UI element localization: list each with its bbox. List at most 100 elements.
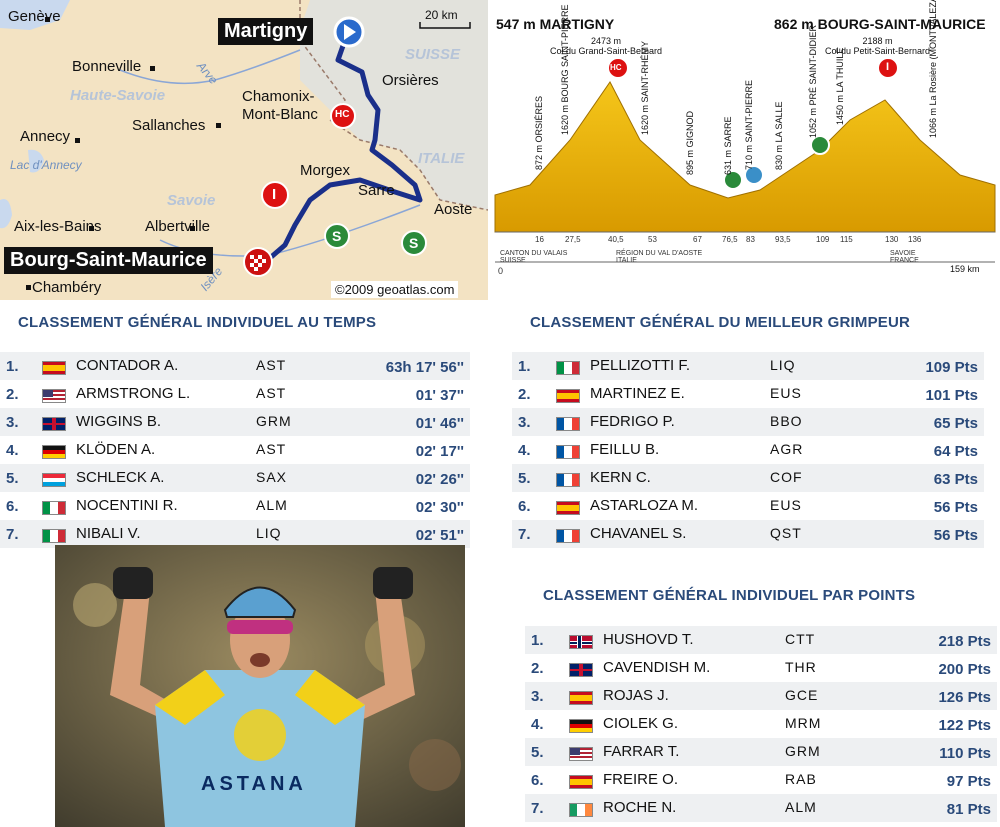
hc-badge-map bbox=[330, 103, 356, 129]
flag-icon bbox=[569, 775, 593, 789]
rank-cell: 7. bbox=[531, 800, 544, 817]
right-glove bbox=[373, 567, 413, 599]
city-chamonix: Chamonix- Mont-Blanc bbox=[242, 88, 318, 123]
flag-icon bbox=[42, 473, 66, 487]
rank-cell: 6. bbox=[6, 498, 19, 515]
team-cell: ALM bbox=[256, 497, 288, 513]
city-sarre: Sarre bbox=[358, 182, 395, 199]
border-label-savoie: SAVOIE FRANCE bbox=[890, 250, 919, 264]
rider-name-cell: NOCENTINI R. bbox=[76, 497, 178, 514]
team-cell: BBO bbox=[770, 413, 803, 429]
table-row: 5. KERN C. COF 63 Pts bbox=[512, 464, 984, 492]
value-cell: 110 Pts bbox=[939, 745, 991, 762]
jersey-text: ASTANA bbox=[201, 773, 307, 795]
cat1-badge-profile-label: I bbox=[886, 61, 890, 73]
sprint-badge-map-2 bbox=[401, 230, 427, 256]
table-row: 4. KLÖDEN A. AST 02' 17'' bbox=[0, 436, 470, 464]
table-row: 3. FEDRIGO P. BBO 65 Pts bbox=[512, 408, 984, 436]
value-cell: 56 Pts bbox=[933, 499, 978, 516]
city-chambery: Chambéry bbox=[32, 279, 102, 296]
rank-cell: 2. bbox=[6, 386, 19, 403]
km-mark: 83 bbox=[746, 235, 755, 244]
rider-name-cell: CAVENDISH M. bbox=[603, 659, 711, 676]
value-cell: 63 Pts bbox=[933, 471, 978, 488]
km-mark: 16 bbox=[535, 235, 544, 244]
value-cell: 02' 51'' bbox=[415, 527, 464, 544]
sprint-badge-profile-1 bbox=[723, 170, 743, 190]
team-cell: COF bbox=[770, 469, 803, 485]
km-mark: 130 bbox=[885, 235, 899, 244]
stage-map: 20 km Martigny Bourg-Saint-Maurice Genèv… bbox=[0, 0, 488, 300]
value-cell: 101 Pts bbox=[925, 387, 978, 404]
profile-point-10: 1066 m La Rosière (MONTVALEZAN) bbox=[928, 0, 938, 138]
team-cell: AGR bbox=[770, 441, 804, 457]
rank-cell: 7. bbox=[518, 526, 531, 543]
winner-photo: ASTANA bbox=[55, 545, 465, 827]
rider-name-cell: FEILLU B. bbox=[590, 441, 660, 458]
flag-icon bbox=[556, 473, 580, 487]
profile-point-8: 1052 m PRÉ SAINT-DIDIER bbox=[808, 24, 818, 138]
rider-name-cell: KERN C. bbox=[590, 469, 651, 486]
lake-bourget bbox=[0, 199, 12, 229]
gc-table: 1. CONTADOR A. AST 63h 17' 56'' 2. ARMSTRONG … bbox=[0, 352, 470, 548]
team-cell: LIQ bbox=[770, 357, 796, 373]
flag-icon bbox=[556, 445, 580, 459]
points-table: 1. HUSHOVD T. CTT 218 Pts 2. CAVENDISH M. THR 2… bbox=[525, 626, 997, 822]
map-finish-city: Bourg-Saint-Maurice bbox=[4, 247, 213, 274]
city-orsieres: Orsières bbox=[382, 72, 439, 89]
value-cell: 200 Pts bbox=[938, 661, 991, 678]
rank-cell: 7. bbox=[6, 526, 19, 543]
jersey-emblem bbox=[234, 709, 286, 761]
value-cell: 122 Pts bbox=[938, 717, 991, 734]
profile-point-2: 1620 m BOURG SAINT-PIERRE bbox=[560, 4, 570, 135]
city-morgex: Morgex bbox=[300, 162, 351, 179]
rank-cell: 6. bbox=[518, 498, 531, 515]
map-graphics bbox=[0, 0, 488, 290]
table-row: 4. CIOLEK G. MRM 122 Pts bbox=[525, 710, 997, 738]
flag-icon bbox=[556, 529, 580, 543]
team-cell: GCE bbox=[785, 687, 819, 703]
border-label-aoste: RÉGION DU VAL D'AOSTE ITALIE bbox=[616, 250, 703, 264]
sprint-map-label-2: S bbox=[409, 235, 419, 251]
hc-badge-profile-label: HC bbox=[610, 63, 622, 72]
sunglasses bbox=[227, 620, 293, 634]
city-albertville: Albertville bbox=[145, 218, 211, 235]
rank-cell: 2. bbox=[531, 660, 544, 677]
flag-icon bbox=[42, 445, 66, 459]
flag-icon bbox=[42, 361, 66, 375]
team-cell: THR bbox=[785, 659, 817, 675]
rank-cell: 5. bbox=[6, 470, 19, 487]
table-row: 2. ARMSTRONG L. AST 01' 37'' bbox=[0, 380, 470, 408]
flag-icon bbox=[556, 501, 580, 515]
table-row: 4. FEILLU B. AGR 64 Pts bbox=[512, 436, 984, 464]
rider-name-cell: KLÖDEN A. bbox=[76, 441, 156, 458]
profile-point-7: 830 m LA SALLE bbox=[774, 101, 784, 170]
rank-cell: 1. bbox=[531, 632, 544, 649]
km-mark: 115 bbox=[840, 235, 853, 244]
hc-badge-map-label: HC bbox=[335, 109, 350, 120]
value-cell: 218 Pts bbox=[938, 633, 991, 650]
profile-point-3: 1620 m SAINT-RHÉMY bbox=[640, 40, 650, 135]
left-arm bbox=[110, 590, 175, 720]
flag-icon bbox=[556, 361, 580, 375]
flag-icon bbox=[42, 417, 66, 431]
kom-title: CLASSEMENT GÉNÉRAL DU MEILLEUR GRIMPEUR bbox=[530, 314, 911, 331]
rider-name-cell: ROJAS J. bbox=[603, 687, 669, 704]
value-cell: 109 Pts bbox=[925, 359, 978, 376]
team-cell: AST bbox=[256, 441, 287, 457]
value-cell: 01' 37'' bbox=[415, 387, 464, 404]
rider-name-cell: SCHLECK A. bbox=[76, 469, 165, 486]
rider-name-cell: HUSHOVD T. bbox=[603, 631, 694, 648]
cat1-badge-profile bbox=[877, 57, 899, 79]
km-mark: 53 bbox=[648, 235, 657, 244]
flag-icon bbox=[569, 635, 593, 649]
flag-icon bbox=[569, 719, 593, 733]
helmet bbox=[223, 586, 297, 618]
cat1-badge-map bbox=[261, 181, 289, 209]
team-cell: MRM bbox=[785, 715, 822, 731]
table-row: 3. ROJAS J. GCE 126 Pts bbox=[525, 682, 997, 710]
profile-point-4: 895 m GIGNOD bbox=[685, 110, 695, 175]
gc-title: CLASSEMENT GÉNÉRAL INDIVIDUEL AU TEMPS bbox=[18, 314, 377, 331]
map-scale-label: 20 km bbox=[425, 8, 458, 22]
table-row: 3. WIGGINS B. GRM 01' 46'' bbox=[0, 408, 470, 436]
